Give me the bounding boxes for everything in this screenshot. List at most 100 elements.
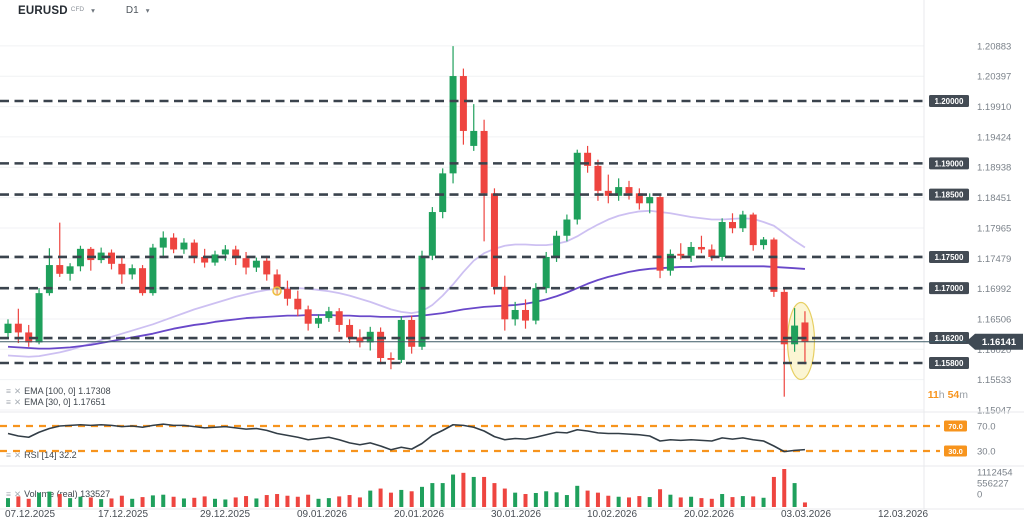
volume-bar [99,499,104,507]
volume-bar [275,494,280,507]
volume-axis-tick: 556227 [977,479,1009,490]
candle [139,268,147,294]
rsi-axis-tick: 70.0 [977,422,996,433]
price-level-badge-label: 1.19000 [935,159,964,168]
price-level-badge[interactable] [929,250,969,263]
volume-bar [378,488,383,507]
date-label: 20.02.2026 [684,509,734,520]
volume-bar [213,498,217,507]
candle [573,152,581,220]
candle [66,266,74,274]
volume-bar [575,485,580,507]
price-axis-tick: 1.20883 [977,41,1011,52]
candle [159,237,167,248]
candle [553,235,561,257]
ema30-legend: ≡ ✕ EMA [30, 0] 1.17651 [6,397,106,407]
indicator-settings-icon[interactable]: ≡ [6,488,11,499]
candle [428,212,436,256]
current-price-badge [966,333,1023,350]
volume-bar [730,497,735,507]
date-label: 03.03.2026 [781,509,831,520]
candle [87,248,95,261]
volume-bar [171,496,176,507]
timeframe-dropdown-caret-icon[interactable]: ▾ [145,6,150,15]
volume-bar [409,491,414,507]
volume-bar [782,469,787,507]
indicator-remove-icon[interactable]: ✕ [13,449,22,460]
volume-bar [440,483,445,507]
indicator-settings-icon[interactable]: ≡ [6,396,11,407]
candle [25,332,33,343]
volume-bar [233,497,238,507]
price-level-badge[interactable] [929,95,969,107]
candle [656,197,664,271]
candle [791,325,799,345]
volume-bar [471,476,476,507]
rsi-band-badge [944,445,967,457]
price-level-badge[interactable] [929,332,969,345]
price-axis-tick: 1.20397 [977,72,1011,83]
volume-bar [771,476,776,507]
volume-bar [544,491,549,507]
volume-bar [451,474,456,507]
indicator-settings-icon[interactable]: ≡ [6,385,11,396]
candle [718,222,726,257]
candle [522,309,529,321]
date-label: 29.12.2025 [200,509,250,520]
candle [232,249,240,259]
candle [180,242,188,250]
price-level-badge[interactable] [929,357,969,369]
volume-bar [658,489,663,507]
circle-marker[interactable] [272,286,282,296]
volume-bar [16,496,21,507]
volume-bar [595,492,600,507]
volume-bar [88,497,93,507]
volume-bar [140,497,145,507]
candle [739,214,747,229]
volume-bar [6,498,10,507]
price-level-badge-label: 1.16200 [935,334,964,343]
candle [273,274,281,289]
candle [252,260,260,268]
candle [584,152,592,166]
timeframe-label[interactable]: D1 [125,5,139,16]
candle [770,239,778,292]
volume-bar [502,488,507,507]
volume-bar [513,492,518,507]
volume-bar [254,498,259,507]
price-level-badge[interactable] [929,188,969,201]
indicator-remove-icon[interactable]: ✕ [13,396,22,407]
price-axis-tick: 1.19910 [977,102,1011,113]
indicator-settings-icon[interactable]: ≡ [6,449,11,460]
volume-bar [37,492,42,507]
candle [615,187,623,196]
symbol-label: EURUSD [18,5,68,17]
volume-bar [388,492,393,507]
ema-100-line [7,265,806,350]
candle [749,214,757,246]
candle [470,130,478,146]
candle [542,256,550,289]
price-axis-tick: 1.16506 [977,314,1011,325]
candle [780,291,788,345]
volume-bar [47,491,52,507]
indicator-remove-icon[interactable]: ✕ [13,488,22,499]
volume-bar [285,495,290,507]
symbol-dropdown-caret-icon[interactable]: ▾ [91,6,95,15]
volume-bar [347,495,352,507]
volume-bar [223,499,228,507]
volume-bar [430,483,435,507]
price-level-badge[interactable] [929,282,969,295]
chart-header: EURUSD CFD ▾ D1 ▾ [18,5,149,17]
indicator-remove-icon[interactable]: ✕ [13,385,22,396]
volume-bar [627,497,631,507]
price-level-badge[interactable] [929,157,969,170]
volume-legend: ≡ ✕ Volume (real) 133527 [6,489,110,499]
candle [170,237,178,250]
volume-bar [368,490,373,507]
price-axis-tick: 1.18938 [977,163,1011,174]
rsi-axis-tick: 30.0 [977,447,996,458]
candle [283,288,291,299]
volume-bar [26,498,31,507]
